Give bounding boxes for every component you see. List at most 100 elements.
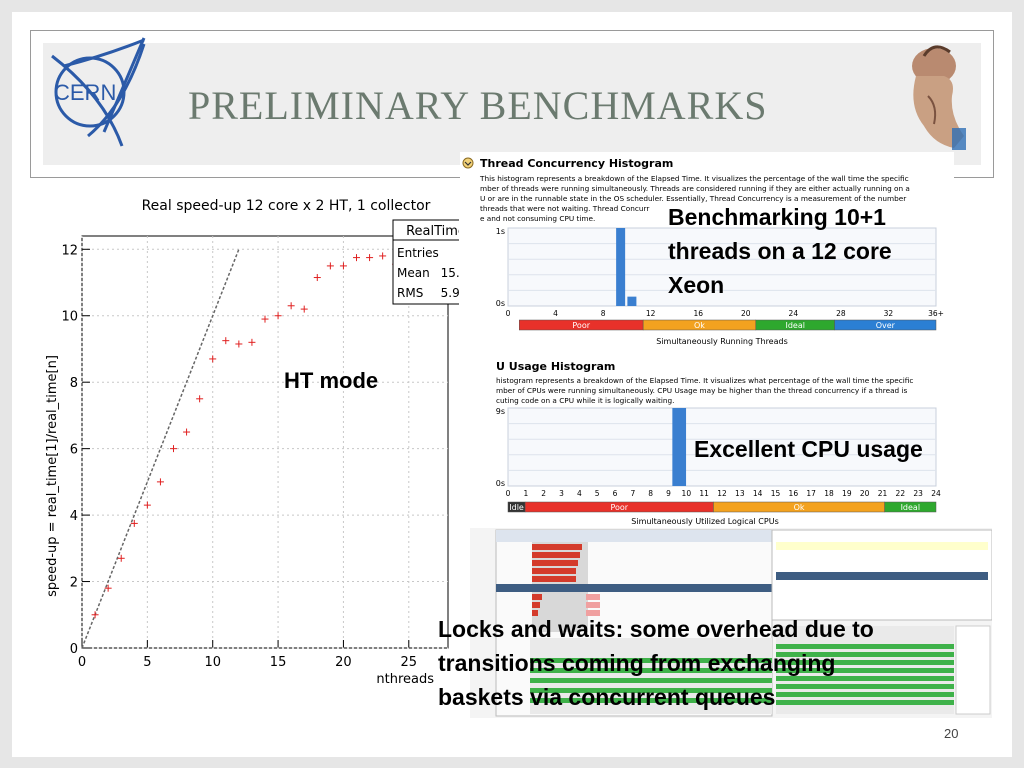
hist-x-tick-label: 4: [553, 309, 558, 318]
hist-x-tick-label: 20: [741, 309, 751, 318]
hist-x-tick-label: 11: [699, 489, 709, 498]
hist-y-bottom-label: 0s: [496, 299, 505, 308]
data-point: [196, 395, 204, 403]
thread-panel-title: Thread Concurrency Histogram: [480, 157, 673, 170]
hist-x-tick-label: 16: [693, 309, 703, 318]
y-tick-label: 2: [70, 576, 78, 591]
plot-frame: [81, 235, 449, 649]
data-point: [222, 337, 230, 345]
logo-text: CERN: [54, 80, 116, 105]
data-point: [248, 338, 256, 346]
collapse-icon[interactable]: [462, 157, 474, 169]
hist-bar: [672, 408, 687, 486]
corner-illustration-icon: [912, 45, 966, 150]
thread-desc-line-3: threads that were not waiting. Thread Co…: [480, 204, 649, 213]
hist-x-tick-label: 22: [896, 489, 906, 498]
x-axis-label: nthreads: [376, 672, 434, 687]
data-point: [313, 274, 321, 282]
stats-label-mean: Mean: [397, 266, 430, 280]
hist-x-tick-label: 16: [789, 489, 799, 498]
hist-x-tick-label: 36+: [928, 309, 944, 318]
hist-x-tick-label: 1: [523, 489, 528, 498]
hist-x-tick-label: 7: [630, 489, 635, 498]
scale-label: Ok: [694, 321, 705, 330]
scale-label: Ideal: [785, 321, 804, 330]
hist-x-tick-label: 0: [506, 489, 511, 498]
data-point: [104, 584, 112, 592]
hist-x-tick-label: 24: [931, 489, 941, 498]
hist-x-tick-label: 0: [506, 309, 511, 318]
hist-x-tick-label: 24: [789, 309, 799, 318]
y-axis-label: speed-up = real_time[1]/real_time[n]: [45, 355, 60, 597]
thread-histogram: 1s 0s0 4 8 12 16 20 24 28 32 36+ Poor Ok Ideal Over: [496, 227, 944, 331]
scale-segment: [884, 501, 937, 513]
title-banner-inner: [43, 43, 981, 165]
data-point: [170, 445, 177, 453]
hist-x-tick-label: 23: [913, 489, 923, 498]
y-tick-label: 8: [70, 376, 78, 391]
hist-x-tick-label: 19: [842, 489, 852, 498]
data-point: [261, 315, 269, 323]
x-tick-label: 5: [143, 655, 151, 670]
title-banner: [30, 30, 994, 178]
hist-x-tick-label: 14: [753, 489, 763, 498]
data-point: [235, 340, 243, 348]
x-tick-label: 20: [335, 655, 352, 670]
locks-and-waits-screenshot: [470, 528, 992, 718]
stats-label-entries: Entries: [397, 246, 439, 260]
thread-concurrency-svg: Thread Concurrency Histogram This histog…: [462, 157, 944, 346]
data-point: [143, 501, 151, 509]
data-point: [366, 254, 374, 262]
scale-segment: [834, 319, 937, 331]
data-point: [287, 302, 295, 310]
hist-x-tick-label: 5: [595, 489, 600, 498]
locks-line-0: Locks and waits: some overhead due to: [438, 616, 874, 642]
data-point: [91, 611, 99, 619]
page-number: 20: [944, 726, 959, 741]
ht-mode-callout: HT mode: [284, 368, 379, 393]
thread-concurrency-panel: Thread Concurrency Histogram This histog…: [460, 152, 954, 352]
hist-x-tick-label: 32: [884, 309, 894, 318]
cpu-desc-line-1: mber of CPUs were running simultaneously…: [496, 386, 908, 395]
stats-label-rms: RMS: [397, 286, 423, 300]
hist-x-tick-label: 8: [648, 489, 653, 498]
stats-box-title: RealTime: [406, 224, 459, 239]
scale-label: Poor: [572, 321, 590, 330]
thread-desc-line-1: mber of threads were running simultaneou…: [480, 184, 910, 193]
thread-axis-label: Simultaneously Running Threads: [656, 337, 788, 346]
hist-x-tick-label: 18: [824, 489, 834, 498]
hist-y-top-label: 9s: [496, 407, 505, 416]
hist-y-bottom-label: 0s: [496, 479, 505, 488]
data-point: [156, 478, 164, 486]
chart-title: Real speed-up 12 core x 2 HT, 1 collecto…: [142, 198, 431, 214]
benchmarking-line-1: threads on a 12 core: [668, 238, 892, 264]
hist-x-tick-label: 12: [717, 489, 727, 498]
hist-bar: [616, 228, 626, 306]
hist-x-tick-label: 28: [836, 309, 846, 318]
x-tick-label: 25: [401, 655, 418, 670]
data-point: [130, 519, 138, 527]
data-point: [274, 312, 282, 320]
stats-value-rms: 5.945: [441, 286, 459, 300]
cern-logo-icon: CERN: [51, 37, 146, 147]
y-tick-label: 0: [70, 642, 78, 657]
locks-line-2: baskets via concurrent queues: [438, 684, 776, 710]
data-point: [183, 428, 191, 436]
hist-bar: [627, 296, 637, 306]
scale-label: Ideal: [901, 503, 920, 512]
data-point: [339, 262, 347, 270]
hist-x-tick-label: 10: [682, 489, 692, 498]
locks-callout: Locks and waits: some overhead due to tr…: [438, 612, 874, 714]
speedup-chart: Real speed-up 12 core x 2 HT, 1 collecto…: [36, 186, 480, 698]
hist-x-tick-label: 9: [666, 489, 671, 498]
benchmarking-callout: Benchmarking 10+1 threads on a 12 core X…: [668, 200, 892, 302]
cpu-usage-panel: U Usage Histogram histogram represents a…: [460, 356, 954, 528]
y-tick-label: 10: [61, 310, 78, 325]
scale-label: Idle: [509, 503, 524, 512]
y-tick-label: 12: [61, 243, 78, 258]
data-point: [300, 305, 308, 313]
hist-x-tick-label: 3: [559, 489, 564, 498]
scale-label: Poor: [610, 503, 628, 512]
hist-x-tick-label: 15: [771, 489, 781, 498]
data-point: [326, 262, 334, 270]
